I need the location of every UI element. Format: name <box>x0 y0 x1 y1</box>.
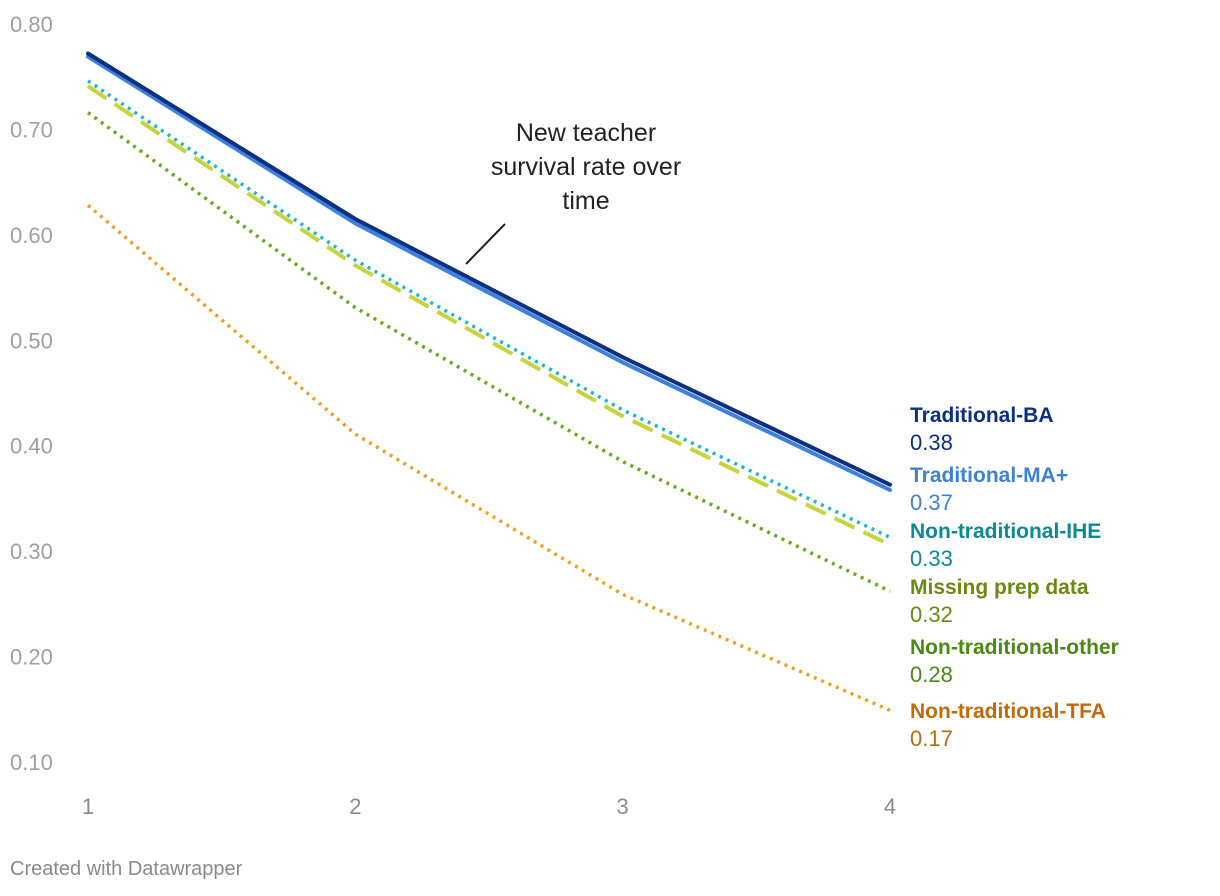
annotation-text-line: New teacher <box>516 119 656 147</box>
x-tick-label: 4 <box>884 794 896 819</box>
series-label-name: Non-traditional-IHE <box>910 520 1101 543</box>
annotation-pointer-line <box>465 223 506 265</box>
series-line-non-traditional-other <box>86 111 891 593</box>
series-label-value: 0.33 <box>910 546 953 571</box>
series-line-traditional-ma <box>86 54 892 492</box>
y-tick-label: 0.20 <box>10 645 53 670</box>
y-tick-label: 0.80 <box>10 12 53 37</box>
series-label-name: Non-traditional-TFA <box>910 700 1106 723</box>
annotation-text-line: time <box>562 187 609 215</box>
series-lines <box>86 51 892 712</box>
series-line-non-traditional-ihe <box>87 79 891 539</box>
series-line-non-traditional-tfa <box>86 203 891 712</box>
x-tick-label: 2 <box>349 794 361 819</box>
x-tick-label: 1 <box>82 794 94 819</box>
series-label-name: Non-traditional-other <box>910 636 1119 659</box>
y-tick-label: 0.60 <box>10 223 53 248</box>
series-label-value: 0.37 <box>910 490 953 515</box>
chart-annotation: New teacher survival rate over time <box>465 119 681 265</box>
series-label-value: 0.32 <box>910 602 953 627</box>
series-label-value: 0.17 <box>910 726 953 751</box>
series-line-missing-prep-data <box>86 84 891 547</box>
series-line-traditional-ba <box>86 51 892 487</box>
x-axis: 1 2 3 4 <box>82 794 896 819</box>
x-tick-label: 3 <box>617 794 629 819</box>
y-tick-label: 0.50 <box>10 328 53 353</box>
series-label-name: Missing prep data <box>910 576 1089 599</box>
annotation-text-line: survival rate over <box>491 153 681 181</box>
series-label-name: Traditional-BA <box>910 404 1054 427</box>
datawrapper-credit: Created with Datawrapper <box>10 858 243 880</box>
y-tick-label: 0.40 <box>10 434 53 459</box>
y-tick-label: 0.70 <box>10 117 53 142</box>
series-labels: Traditional-BA 0.38 Traditional-MA+ 0.37 Non… <box>910 404 1119 751</box>
series-label-value: 0.28 <box>910 662 953 687</box>
series-label-value: 0.38 <box>910 430 953 455</box>
y-tick-label: 0.10 <box>10 750 53 775</box>
y-tick-label: 0.30 <box>10 539 53 564</box>
series-label-name: Traditional-MA+ <box>910 464 1068 487</box>
y-axis: 0.10 0.20 0.30 0.40 0.50 0.60 0.70 0.80 <box>10 12 53 775</box>
